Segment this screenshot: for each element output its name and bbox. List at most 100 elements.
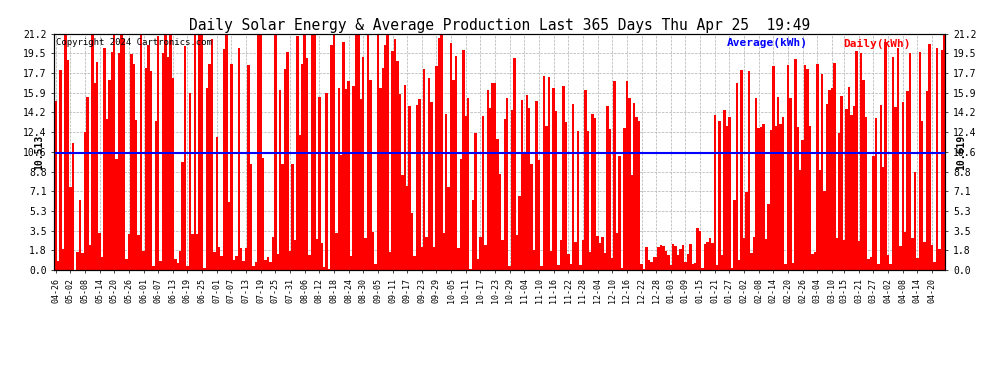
Bar	[245, 248, 248, 270]
Bar	[79, 200, 81, 270]
Bar	[501, 240, 504, 270]
Bar	[760, 127, 762, 270]
Bar	[494, 82, 496, 270]
Bar	[113, 34, 116, 270]
Bar	[621, 268, 624, 270]
Bar	[926, 91, 929, 270]
Bar	[499, 174, 501, 270]
Bar	[91, 34, 93, 270]
Bar	[421, 248, 423, 270]
Bar	[633, 103, 636, 270]
Bar	[106, 119, 108, 270]
Bar	[169, 34, 171, 270]
Bar	[626, 81, 628, 270]
Bar	[61, 249, 64, 270]
Bar	[143, 251, 145, 270]
Bar	[362, 57, 364, 270]
Bar	[643, 269, 645, 270]
Bar	[338, 88, 340, 270]
Bar	[562, 86, 564, 270]
Bar	[203, 268, 206, 270]
Bar	[306, 58, 308, 270]
Bar	[667, 255, 669, 270]
Text: 10.619: 10.619	[956, 135, 966, 171]
Bar	[547, 77, 550, 270]
Bar	[799, 170, 802, 270]
Bar	[318, 97, 321, 270]
Bar	[108, 80, 111, 270]
Bar	[841, 96, 842, 270]
Bar	[479, 237, 482, 270]
Bar	[569, 264, 572, 270]
Bar	[98, 232, 101, 270]
Bar	[865, 117, 867, 270]
Bar	[379, 88, 381, 270]
Bar	[354, 34, 357, 270]
Bar	[504, 119, 506, 270]
Bar	[349, 256, 352, 270]
Bar	[752, 237, 755, 270]
Bar	[664, 251, 667, 270]
Bar	[184, 46, 186, 270]
Bar	[389, 252, 391, 270]
Bar	[662, 246, 664, 270]
Bar	[418, 99, 421, 270]
Bar	[847, 87, 850, 270]
Bar	[684, 262, 687, 270]
Bar	[101, 257, 103, 270]
Bar	[157, 36, 159, 270]
Bar	[850, 115, 852, 270]
Bar	[921, 121, 924, 270]
Bar	[554, 111, 557, 270]
Bar	[436, 66, 438, 270]
Bar	[384, 45, 386, 270]
Bar	[431, 102, 433, 270]
Bar	[459, 159, 462, 270]
Bar	[806, 69, 809, 270]
Bar	[531, 164, 533, 270]
Bar	[784, 264, 787, 270]
Bar	[767, 204, 769, 270]
Bar	[59, 70, 61, 270]
Bar	[631, 175, 633, 270]
Bar	[797, 127, 799, 270]
Bar	[308, 255, 311, 270]
Bar	[374, 264, 376, 270]
Bar	[446, 114, 447, 270]
Text: 10.513: 10.513	[34, 135, 44, 171]
Bar	[543, 76, 545, 270]
Bar	[71, 143, 74, 270]
Bar	[867, 259, 870, 270]
Bar	[401, 175, 404, 270]
Bar	[372, 232, 374, 270]
Text: Average(kWh): Average(kWh)	[727, 39, 808, 48]
Bar	[218, 247, 221, 270]
Bar	[196, 234, 198, 270]
Bar	[577, 131, 579, 270]
Bar	[462, 50, 464, 270]
Bar	[191, 234, 194, 270]
Bar	[291, 164, 294, 270]
Bar	[364, 238, 367, 270]
Bar	[211, 39, 213, 270]
Bar	[907, 91, 909, 270]
Bar	[161, 53, 164, 270]
Bar	[316, 239, 318, 270]
Bar	[484, 245, 486, 270]
Bar	[747, 71, 750, 270]
Bar	[538, 160, 541, 270]
Bar	[186, 266, 189, 270]
Bar	[474, 133, 477, 270]
Bar	[166, 57, 169, 270]
Bar	[909, 53, 911, 270]
Bar	[76, 252, 79, 270]
Bar	[582, 240, 584, 270]
Bar	[223, 50, 226, 270]
Bar	[706, 242, 709, 270]
Bar	[116, 159, 118, 270]
Bar	[567, 254, 569, 270]
Bar	[809, 126, 811, 270]
Bar	[248, 65, 249, 270]
Bar	[441, 35, 443, 270]
Bar	[452, 80, 454, 270]
